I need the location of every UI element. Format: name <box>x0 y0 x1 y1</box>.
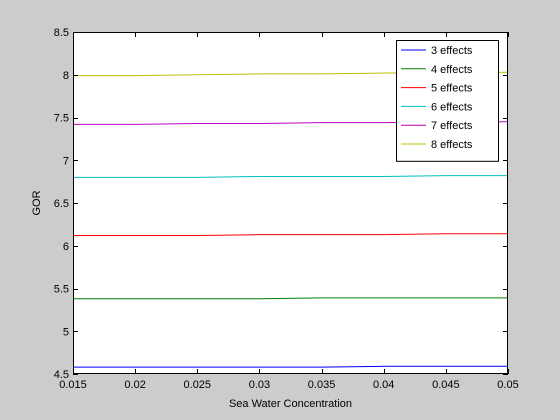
y-tick-label: 7.5 <box>54 113 69 125</box>
x-axis-label: Sea Water Concentration <box>229 398 352 410</box>
y-tick-label: 8 <box>63 70 69 82</box>
series-line-1 <box>73 365 508 368</box>
x-tick-label: 0.02 <box>124 379 145 391</box>
x-tick-label: 0.04 <box>373 379 394 391</box>
legend-label-3: 5 effects <box>431 83 473 95</box>
series-line-2 <box>73 297 508 300</box>
y-tick-label: 7 <box>63 155 69 167</box>
y-tick-label: 6 <box>63 241 69 253</box>
legend: 3 effects 4 effects 5 effects 6 effects 7 ef… <box>396 40 499 162</box>
legend-label-6: 8 effects <box>431 139 473 151</box>
legend-label-4: 6 effects <box>431 101 473 113</box>
series-line-3 <box>73 233 508 236</box>
y-axis-label: GOR <box>31 190 43 215</box>
y-tick-label: 4.5 <box>54 369 69 381</box>
y-tick-label: 6.5 <box>54 198 69 210</box>
legend-label-1: 3 effects <box>431 45 473 57</box>
y-tick-label: 5.5 <box>54 284 69 296</box>
axes-layer: 0.015 0.02 0.025 0.03 0.035 0.04 0.045 0.05 4.5 5… <box>54 27 519 391</box>
legend-label-5: 7 effects <box>431 120 473 132</box>
legend-label-2: 4 effects <box>431 64 473 76</box>
x-tick-label: 0.05 <box>497 379 518 391</box>
legend-box <box>396 40 499 162</box>
x-tick-label: 0.045 <box>432 379 460 391</box>
x-tick-label: 0.035 <box>308 379 336 391</box>
x-tick-label: 0.025 <box>184 379 212 391</box>
x-tick-label: 0.03 <box>249 379 270 391</box>
x-tick-label: 0.015 <box>59 379 87 391</box>
y-tick-label: 5 <box>63 326 69 338</box>
y-tick-label: 8.5 <box>54 27 69 39</box>
series-line-4 <box>73 175 508 178</box>
